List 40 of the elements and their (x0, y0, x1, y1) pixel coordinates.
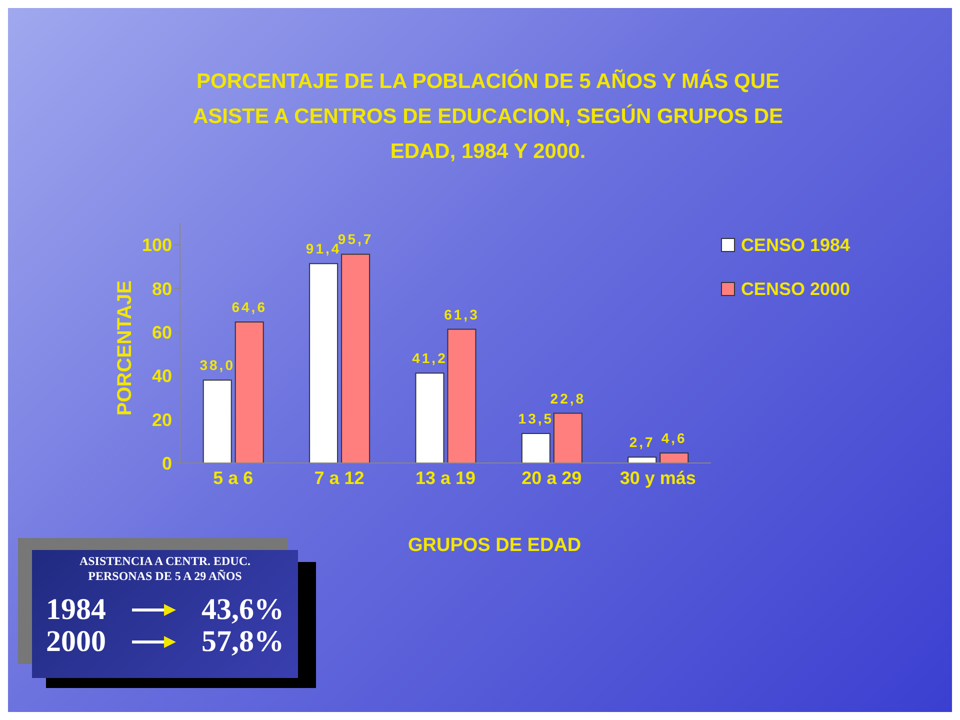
y-tick-label: 20 (152, 410, 172, 430)
x-tick-label: 13 a 19 (415, 468, 476, 488)
bar (309, 263, 338, 463)
y-tick-label: 0 (162, 453, 172, 474)
bar (234, 322, 264, 463)
chart-title: PORCENTAJE DE LA POBLACIÓN DE 5 AÑOS Y MÁS QUE ASISTE A CENTROS DE EDUCACION, SEGÚN GRUPOS DE EDAD, 1984 Y 2000. (192, 68, 784, 165)
x-tick-label: 5 a 6 (213, 468, 254, 488)
bar (628, 456, 657, 463)
data-label: 61,3 (444, 306, 480, 322)
legend-label: CENSO 1984 (740, 234, 850, 256)
y-tick-label: 60 (152, 322, 172, 342)
data-label: 64,6 (232, 299, 267, 316)
text: ASISTENCIA A CENTR. EDUC. (79, 554, 251, 568)
text: 2000 (46, 625, 106, 658)
data-label: 4,6 (661, 430, 687, 446)
text: PERSONAS DE 5 A 29 AÑOS (88, 569, 242, 583)
bar (341, 254, 370, 463)
x-axis-title: GRUPOS DE EDAD (408, 535, 582, 557)
data-label: 13,5 (518, 410, 554, 427)
bar (553, 412, 582, 463)
legend-label: CENSO 2000 (740, 278, 850, 300)
data-label: 2,7 (629, 434, 655, 450)
y-tick-label: 80 (152, 278, 172, 299)
data-label: 22,8 (550, 390, 586, 406)
text: 43,6% (202, 593, 284, 626)
bar (660, 452, 689, 463)
bar (202, 380, 232, 463)
y-axis-title: PORCENTAJE (114, 280, 136, 416)
bar (447, 328, 476, 463)
bar (521, 433, 550, 463)
data-label: 41,2 (412, 350, 448, 366)
x-tick-label: 7 a 12 (314, 468, 364, 488)
y-tick-label: 40 (152, 366, 172, 386)
text: 57,8% (202, 625, 284, 658)
bar (415, 372, 444, 463)
x-tick-label: 20 a 29 (522, 468, 582, 488)
data-label: 38,0 (200, 357, 235, 374)
x-tick-label: 30 y más (620, 468, 696, 488)
y-tick-label: 100 (142, 235, 172, 256)
text: 1984 (46, 593, 106, 626)
